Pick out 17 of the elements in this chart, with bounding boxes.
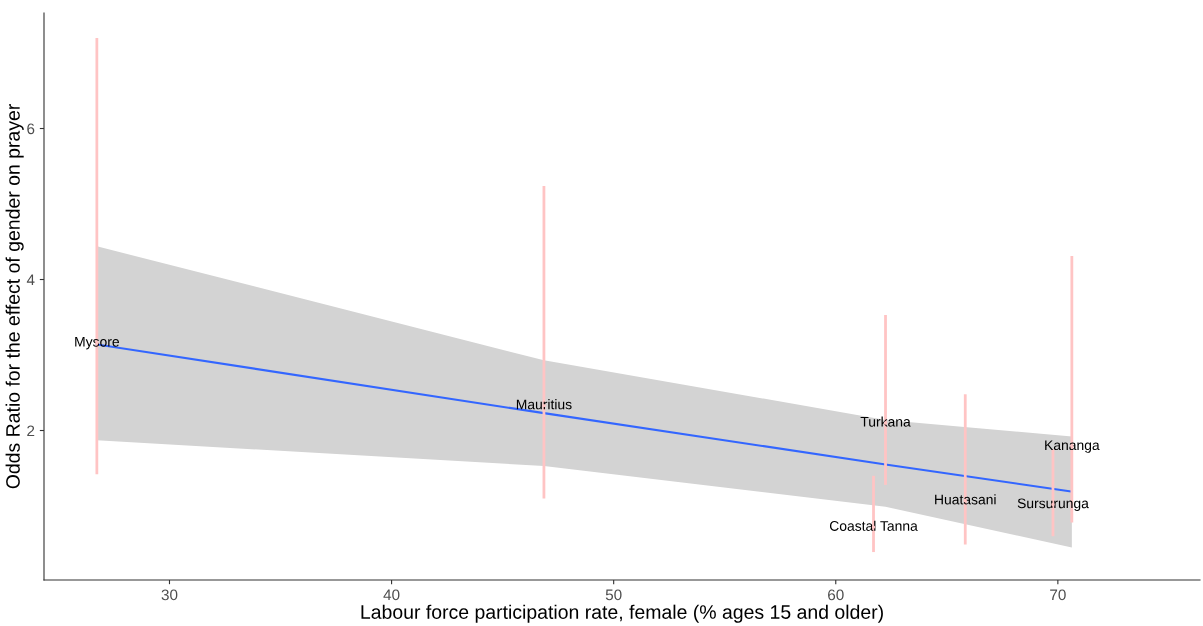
y-axis-title: Odds Ratio for the effect of gender on prayer bbox=[5, 104, 24, 489]
annotation: Coastal Tanna bbox=[829, 520, 918, 531]
annotation: Turkana bbox=[860, 416, 911, 427]
x-tick-label: 40 bbox=[383, 589, 400, 601]
annotation: Sursurunga bbox=[1017, 498, 1089, 511]
y-tick-label: 6 bbox=[27, 123, 35, 135]
y-tick-label: 4 bbox=[26, 274, 35, 286]
x-tick-label: 70 bbox=[1050, 589, 1066, 601]
x-axis-title: Labour force participation rate, female (% ages 15 and older) bbox=[361, 604, 883, 623]
x-tick-label: 50 bbox=[605, 589, 622, 601]
y-tick-label: 2 bbox=[27, 425, 35, 437]
x-tick-label: 60 bbox=[828, 589, 844, 601]
x-tick-label: 30 bbox=[161, 589, 178, 601]
annotation: Kananga bbox=[1045, 440, 1100, 453]
annotation: Huatasani bbox=[935, 494, 996, 505]
annotation: Mauritius bbox=[516, 399, 572, 410]
annotation: Mysore bbox=[75, 336, 120, 350]
